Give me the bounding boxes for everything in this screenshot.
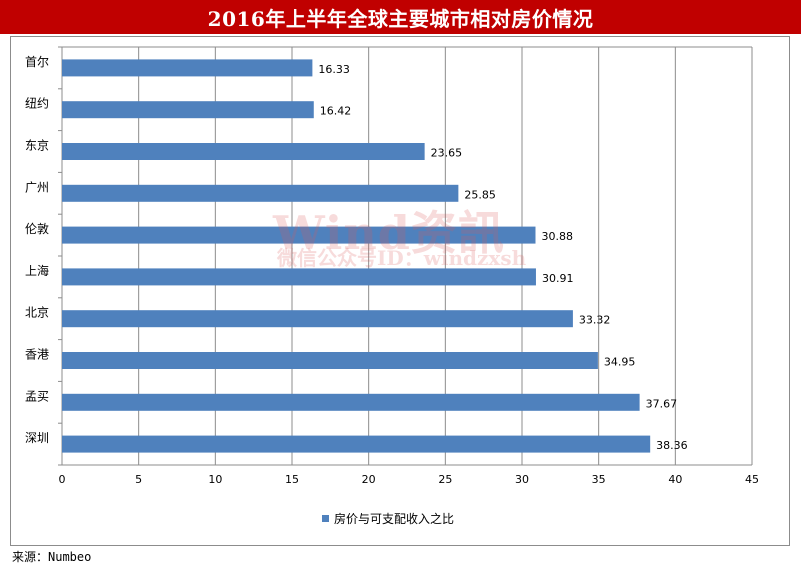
data-label: 33.32 bbox=[579, 314, 611, 327]
bar bbox=[62, 226, 536, 244]
bar bbox=[62, 101, 314, 119]
bar-chart: 16.33 16.42 23.65 25.85 30.88 30.91 33.32 34.95… bbox=[25, 46, 760, 526]
legend-label: 房价与可支配收入之比 bbox=[334, 511, 454, 526]
bar bbox=[62, 268, 536, 286]
x-tick-label: 25 bbox=[438, 473, 452, 486]
data-label: 23.65 bbox=[431, 147, 463, 160]
data-label: 30.88 bbox=[541, 230, 573, 243]
x-tick-label: 5 bbox=[135, 473, 142, 486]
bars bbox=[62, 59, 651, 453]
legend: 房价与可支配收入之比 bbox=[322, 511, 454, 526]
data-label: 38.36 bbox=[656, 439, 688, 452]
bar bbox=[62, 352, 598, 369]
x-tick-labels: 0 5 10 15 20 25 30 35 40 45 bbox=[59, 473, 760, 486]
data-labels: 16.33 16.42 23.65 25.85 30.88 30.91 33.32 34.95… bbox=[318, 63, 687, 452]
bar bbox=[62, 310, 573, 328]
chart-area: 16.33 16.42 23.65 25.85 30.88 30.91 33.32 34.95… bbox=[10, 36, 790, 546]
data-label: 25.85 bbox=[464, 188, 496, 201]
x-tick-label: 15 bbox=[285, 473, 299, 486]
data-label: 37.67 bbox=[646, 397, 678, 410]
bar bbox=[62, 393, 640, 411]
category-label: 孟买 bbox=[25, 389, 49, 403]
bar bbox=[62, 143, 425, 160]
category-label: 纽约 bbox=[25, 96, 49, 111]
bar bbox=[62, 59, 313, 77]
x-tick-label: 40 bbox=[668, 473, 682, 486]
category-label: 香港 bbox=[25, 348, 49, 362]
bar bbox=[62, 184, 459, 202]
category-label: 上海 bbox=[25, 263, 49, 278]
category-label: 首尔 bbox=[25, 54, 49, 69]
data-label: 30.91 bbox=[542, 272, 574, 285]
data-label: 16.33 bbox=[318, 63, 350, 76]
x-tick-label: 30 bbox=[515, 473, 529, 486]
x-tick-label: 10 bbox=[208, 473, 222, 486]
category-label: 深圳 bbox=[25, 431, 49, 445]
category-label: 北京 bbox=[25, 306, 49, 320]
x-tick-label: 0 bbox=[59, 473, 66, 486]
category-label: 东京 bbox=[25, 139, 49, 153]
x-tick-label: 45 bbox=[745, 473, 759, 486]
bar bbox=[62, 435, 651, 453]
legend-swatch bbox=[322, 515, 329, 522]
data-label: 16.42 bbox=[320, 105, 352, 118]
category-label: 伦敦 bbox=[25, 221, 49, 236]
x-tick-label: 35 bbox=[592, 473, 606, 486]
x-tick-label: 20 bbox=[362, 473, 376, 486]
data-label: 34.95 bbox=[604, 356, 636, 369]
source-note: 来源：Numbeo bbox=[12, 550, 92, 564]
chart-title: 2016年上半年全球主要城市相对房价情况 bbox=[0, 0, 801, 34]
category-label: 广州 bbox=[25, 180, 49, 194]
